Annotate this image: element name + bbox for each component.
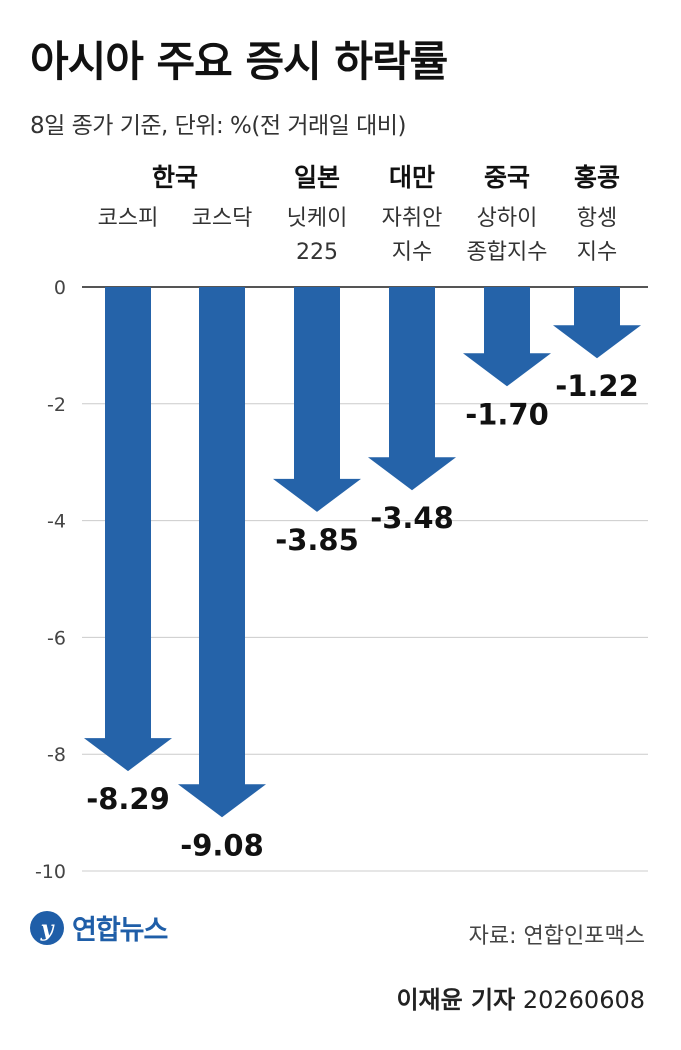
value-label: -1.22 [555,369,639,403]
yonhap-logo-icon: y [30,910,64,945]
category-label: 코스닥 [192,206,253,231]
bar-arrow [368,287,456,491]
group-header-label: 홍콩 [574,163,620,192]
bar-arrow [178,287,266,818]
bar-arrow [553,287,641,359]
group-header-label: 한국 [152,163,198,192]
category-label: 닛케이 [287,206,348,231]
y-tick-label: -4 [47,511,66,533]
svg-text:y: y [40,916,56,942]
value-label: -1.70 [465,397,549,431]
credit: 이재윤 기자 20260608 [396,980,645,1015]
y-tick-label: 0 [54,277,66,299]
value-label: -8.29 [86,782,170,816]
group-header-label: 일본 [294,163,340,192]
group-header-label: 중국 [484,163,530,192]
chart-title: 아시아 주요 증시 하락률 [30,37,448,86]
category-label: 지수 [392,240,432,265]
value-label: -3.48 [370,501,454,535]
yonhap-logo: y 연합뉴스 [28,908,168,947]
bar-arrow [273,287,361,512]
y-tick-label: -2 [47,394,66,416]
category-label: 종합지수 [467,240,548,265]
y-tick-label: -6 [47,627,66,649]
credit-date: 20260608 [522,986,645,1014]
category-label: 항셍 [577,206,617,231]
y-tick-label: -8 [47,744,66,766]
group-header-label: 대만 [389,163,435,192]
category-label: 225 [296,240,338,265]
bar-arrow [463,287,551,387]
category-label: 지수 [577,240,617,265]
source-text: 자료: 연합인포맥스 [468,924,645,949]
value-label: -3.85 [275,523,359,557]
y-tick-label: -10 [35,861,66,883]
logo-text: 연합뉴스 [72,915,168,946]
category-label: 상하이 [477,206,538,231]
category-label: 코스피 [98,206,159,231]
chart-subtitle: 8일 종가 기준, 단위: %(전 거래일 대비) [30,113,406,139]
bar-arrow [84,287,172,772]
value-label: -9.08 [180,828,264,862]
credit-name: 이재윤 기자 [396,986,516,1014]
category-label: 자취안 [382,206,443,231]
